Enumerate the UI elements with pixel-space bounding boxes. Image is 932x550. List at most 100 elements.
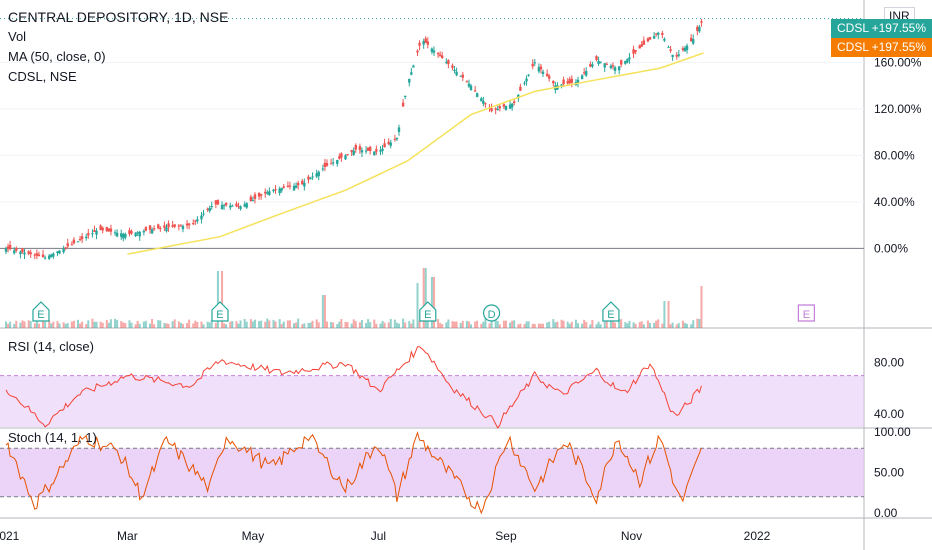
volume-bar bbox=[99, 321, 102, 328]
candle-body bbox=[648, 37, 652, 40]
candle-body bbox=[317, 171, 320, 177]
volume-bar bbox=[165, 323, 168, 328]
symbol-title[interactable]: CENTRAL DEPOSITORY, 1D, NSE bbox=[8, 9, 229, 25]
time-tick-label: Sep bbox=[495, 529, 517, 543]
candle-body bbox=[229, 205, 232, 208]
volume-bar bbox=[251, 321, 254, 328]
volume-bar bbox=[649, 322, 652, 328]
candle-body bbox=[163, 225, 166, 228]
time-tick-label: 2021 bbox=[0, 529, 20, 543]
candle-body bbox=[148, 225, 152, 230]
candle-body bbox=[165, 227, 168, 232]
volume-bar bbox=[379, 323, 382, 328]
volume-bar bbox=[614, 322, 617, 328]
candle-body bbox=[381, 148, 384, 151]
candle-body bbox=[523, 82, 526, 84]
earnings-marker-shape bbox=[797, 304, 815, 322]
volume-bar bbox=[426, 319, 429, 328]
ma-legend[interactable]: MA (50, close, 0) bbox=[8, 49, 106, 64]
candle-body bbox=[585, 71, 588, 76]
ma-line bbox=[127, 52, 704, 255]
candle-body bbox=[4, 248, 8, 252]
volume-bar bbox=[200, 321, 203, 328]
compare-legend[interactable]: CDSL, NSE bbox=[8, 69, 77, 84]
candle-body bbox=[91, 233, 94, 235]
badge-value: +197.55% bbox=[871, 21, 926, 35]
volume-bar bbox=[671, 322, 674, 328]
volume-bar bbox=[585, 322, 588, 328]
volume-bar bbox=[381, 320, 384, 328]
volume-bar bbox=[620, 319, 623, 328]
candle-body bbox=[475, 93, 479, 97]
volume-bar bbox=[42, 318, 45, 328]
event-marker-earnings[interactable]: E bbox=[32, 301, 50, 322]
volume-bar bbox=[253, 319, 256, 328]
volume-bar bbox=[62, 322, 65, 328]
candle-body bbox=[580, 75, 584, 80]
volume-bar bbox=[120, 321, 123, 328]
candle-body bbox=[366, 147, 370, 151]
candle-body bbox=[418, 42, 421, 46]
volume-bar bbox=[23, 321, 26, 328]
volume-bar bbox=[13, 323, 16, 328]
candle-body bbox=[480, 98, 483, 102]
candle-body bbox=[595, 56, 598, 60]
rsi-title[interactable]: RSI (14, close) bbox=[8, 339, 94, 354]
volume-bar bbox=[646, 320, 649, 328]
candle-body bbox=[547, 75, 551, 79]
candle-body bbox=[177, 225, 181, 227]
candle-body bbox=[288, 185, 292, 187]
volume-bar bbox=[566, 321, 569, 328]
volume-bar bbox=[286, 320, 289, 328]
candle-body bbox=[628, 57, 631, 60]
volume-bar bbox=[105, 319, 108, 328]
volume-bar bbox=[624, 322, 627, 328]
earnings-marker-shape bbox=[602, 301, 620, 322]
volume-bar bbox=[354, 321, 357, 328]
candle-body bbox=[576, 79, 580, 84]
candle-body bbox=[329, 163, 333, 165]
volume-bar bbox=[642, 324, 645, 328]
volume-bar bbox=[66, 322, 69, 328]
volume-bar bbox=[188, 319, 191, 328]
candle-body bbox=[624, 60, 627, 64]
candle-body bbox=[122, 233, 125, 239]
candle-body bbox=[613, 67, 617, 71]
volume-bar bbox=[568, 323, 571, 328]
volume-bar bbox=[330, 321, 333, 328]
candle-body bbox=[15, 247, 18, 251]
volume-bar bbox=[58, 323, 61, 328]
candle-body bbox=[66, 243, 69, 247]
candle-body bbox=[473, 90, 477, 92]
volume-bar bbox=[101, 322, 104, 328]
volume-bar bbox=[675, 324, 678, 328]
volume-bar bbox=[696, 318, 699, 328]
event-marker-future_earnings[interactable]: E bbox=[797, 304, 815, 322]
volume-bar bbox=[657, 319, 660, 328]
volume-bar bbox=[603, 321, 606, 328]
stoch-title[interactable]: Stoch (14, 1, 1) bbox=[8, 430, 97, 445]
volume-legend[interactable]: Vol bbox=[8, 29, 27, 44]
candle-body bbox=[115, 232, 119, 237]
candle-body bbox=[286, 185, 290, 188]
rsi-tick-label: 80.00 bbox=[874, 356, 904, 370]
volume-bar bbox=[470, 324, 473, 328]
candle-body bbox=[393, 138, 397, 140]
candle-body bbox=[498, 106, 502, 109]
volume-bar bbox=[628, 320, 631, 328]
volume-bar bbox=[216, 271, 219, 328]
candle-body bbox=[206, 208, 209, 210]
candle-body bbox=[646, 38, 650, 42]
event-marker-earnings[interactable]: E bbox=[419, 301, 437, 322]
candle-body bbox=[237, 205, 240, 207]
event-marker-earnings[interactable]: E bbox=[211, 301, 229, 322]
candle-body bbox=[323, 162, 327, 167]
candle-body bbox=[196, 219, 199, 222]
volume-bar bbox=[144, 320, 147, 328]
volume-bar bbox=[605, 319, 608, 328]
event-marker-earnings[interactable]: E bbox=[602, 301, 620, 322]
volume-bar bbox=[408, 321, 411, 328]
event-letter: E bbox=[803, 309, 810, 321]
event-marker-dividend[interactable]: D bbox=[482, 304, 501, 322]
